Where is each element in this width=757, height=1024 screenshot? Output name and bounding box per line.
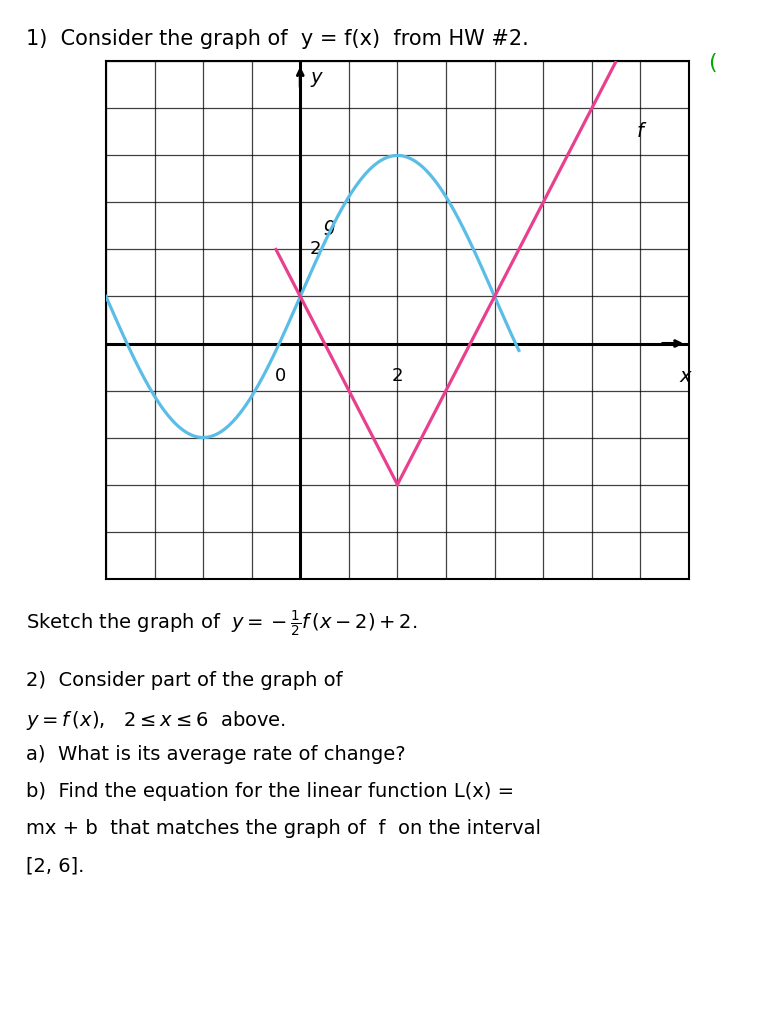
Text: $y = f\,(x)$,   $2 \leq x \leq 6$  above.: $y = f\,(x)$, $2 \leq x \leq 6$ above. <box>26 709 287 731</box>
Text: x: x <box>679 367 690 386</box>
Text: 2)  Consider part of the graph of: 2) Consider part of the graph of <box>26 671 343 690</box>
Text: g: g <box>323 216 335 236</box>
Text: [2, 6].: [2, 6]. <box>26 856 85 876</box>
Text: b)  Find the equation for the linear function L(x) =: b) Find the equation for the linear func… <box>26 782 515 802</box>
Text: 2: 2 <box>310 241 322 258</box>
Text: a)  What is its average rate of change?: a) What is its average rate of change? <box>26 745 406 765</box>
Text: f: f <box>637 123 643 141</box>
Text: mx + b  that matches the graph of  f  on the interval: mx + b that matches the graph of f on th… <box>26 819 541 839</box>
Text: (: ( <box>708 53 716 74</box>
Text: 1)  Consider the graph of  y = f(x)  from HW #2.: 1) Consider the graph of y = f(x) from H… <box>26 29 529 49</box>
Text: 2: 2 <box>391 367 403 385</box>
Text: y: y <box>310 69 322 87</box>
Text: 0: 0 <box>275 367 285 385</box>
Text: Sketch the graph of  $y = -\frac{1}{2}f\,(x - 2) + 2.$: Sketch the graph of $y = -\frac{1}{2}f\,… <box>26 609 418 639</box>
